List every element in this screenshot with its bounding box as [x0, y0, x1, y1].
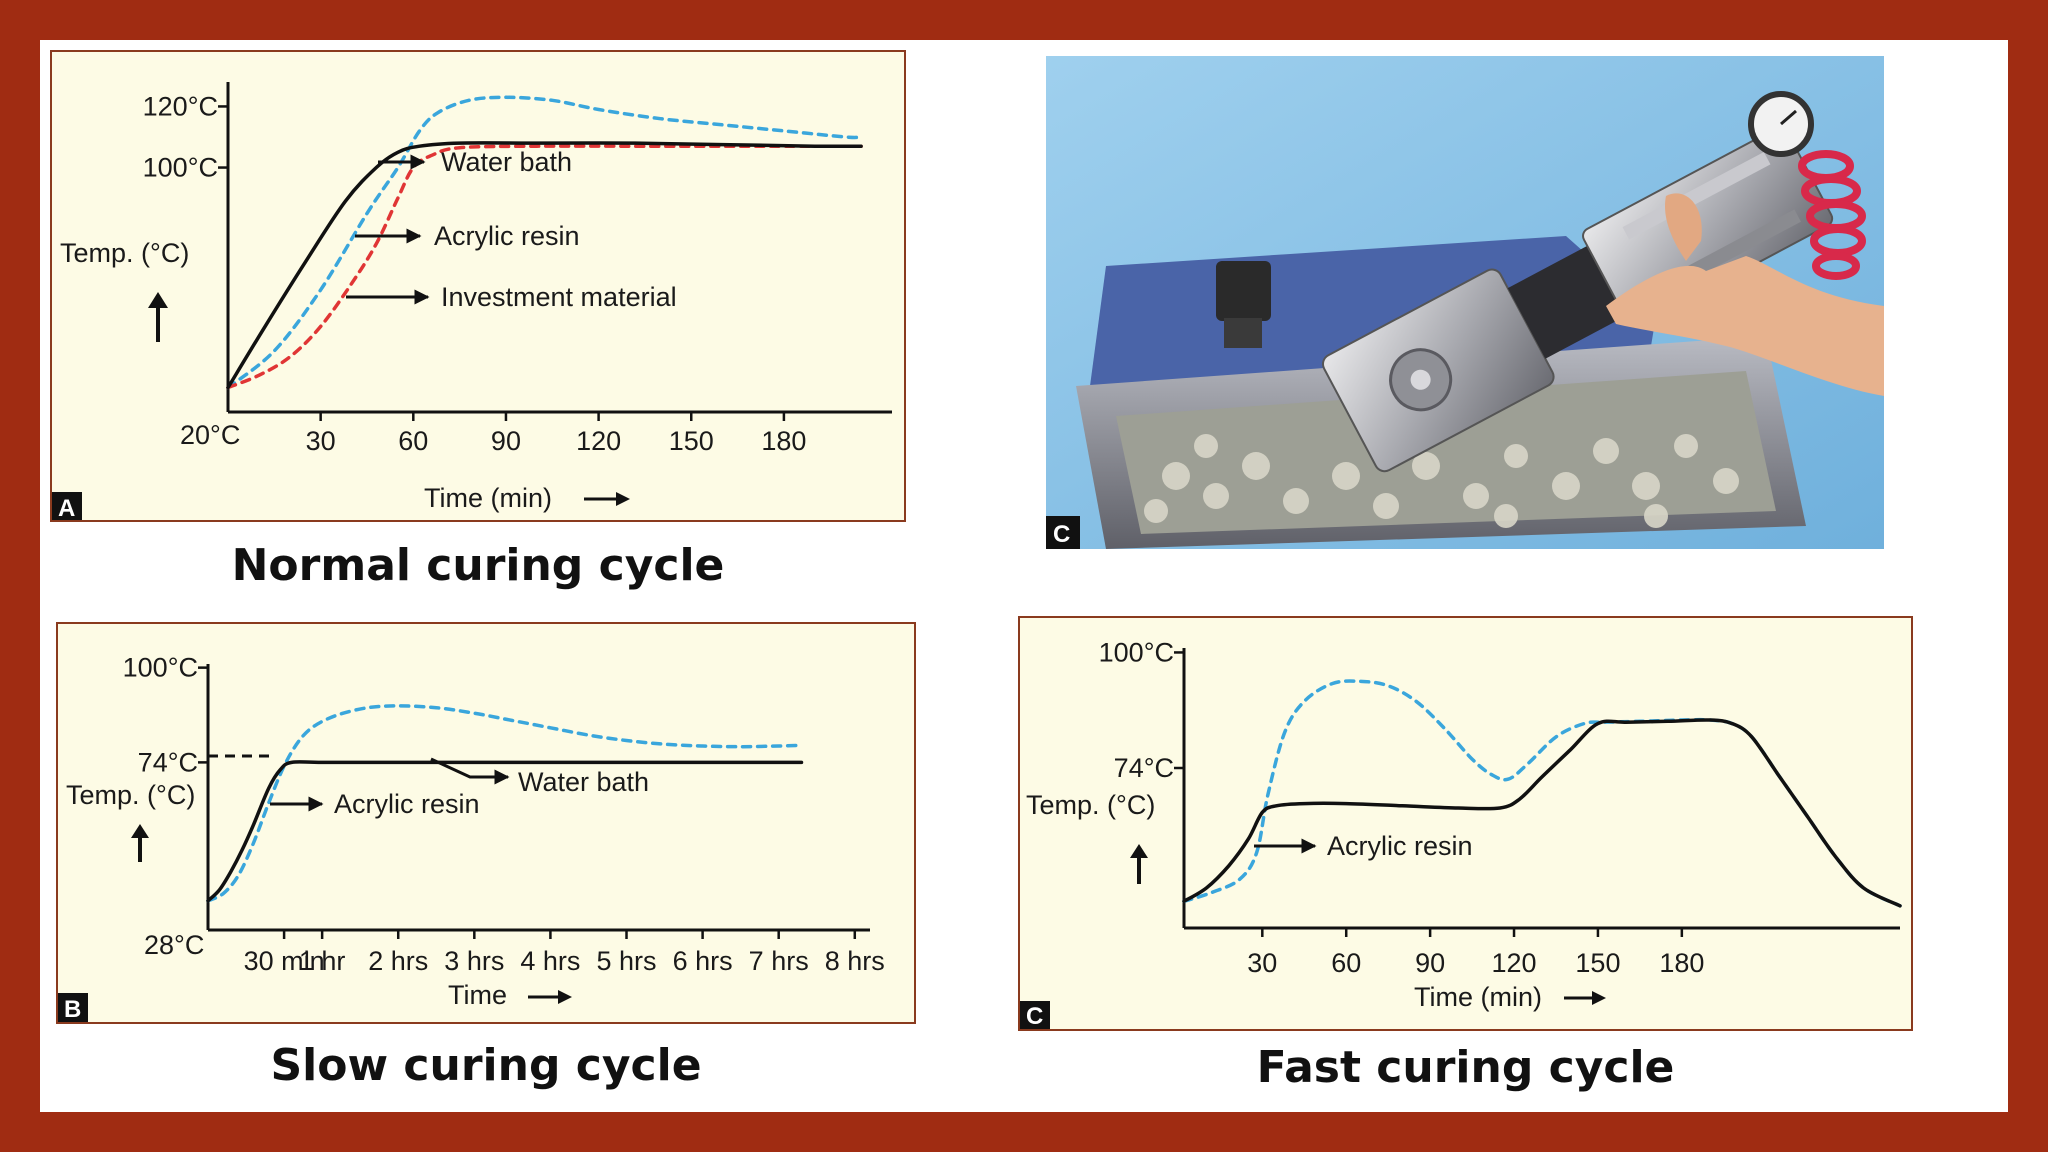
- x-tick-label: 120: [576, 426, 621, 456]
- x-tick-label: 4 hrs: [520, 946, 580, 976]
- annotation-label: Acrylic resin: [434, 221, 580, 251]
- x-tick-label: 90: [491, 426, 521, 456]
- y-axis-label: Temp. (°C): [66, 780, 195, 810]
- annotation-label: Water bath: [518, 767, 649, 797]
- annotation-acrylic-resin: Acrylic resin: [1254, 831, 1473, 861]
- x-tick-label: 8 hrs: [825, 946, 885, 976]
- y-tick-label: 100°C: [1099, 637, 1174, 667]
- up-arrow-icon: [131, 824, 149, 862]
- svg-text:C: C: [1053, 521, 1070, 548]
- series-line-investment-material: [226, 144, 863, 390]
- annotation-label: Investment material: [441, 282, 677, 312]
- panel-badge: C: [1020, 1001, 1050, 1029]
- series-line-water-bath: [206, 760, 804, 903]
- origin-label: 20°C: [180, 420, 240, 450]
- series-line-water-bath: [1182, 718, 1902, 908]
- y-tick-label: 120°C: [143, 91, 218, 121]
- annotation-label: Water bath: [441, 147, 572, 177]
- x-tick-label: 180: [761, 426, 806, 456]
- axes: [206, 664, 870, 932]
- svg-text:B: B: [64, 996, 81, 1022]
- right-arrow-icon: [1564, 991, 1606, 1005]
- y-tick-label: 100°C: [123, 653, 198, 683]
- y-tick-label: 74°C: [1114, 753, 1174, 783]
- x-tick-label: 2 hrs: [368, 946, 428, 976]
- annotation-label: Acrylic resin: [334, 789, 480, 819]
- svg-text:C: C: [1026, 1003, 1043, 1029]
- caption-fast: Fast curing cycle: [1256, 1042, 1675, 1093]
- annotation-label: Acrylic resin: [1327, 831, 1473, 861]
- panel-badge: A: [52, 492, 82, 520]
- x-axis-label: Time: [448, 980, 507, 1010]
- x-tick-label: 180: [1659, 948, 1704, 978]
- series-line-acrylic-resin: [206, 704, 804, 903]
- y-tick-label: 74°C: [138, 747, 198, 777]
- x-tick-label: 150: [1575, 948, 1620, 978]
- series-line-acrylic-resin: [226, 95, 863, 390]
- chart-panel-normal: 30 60 90 120 150 180 120°C 100°C Temp. (°C) 20°…: [50, 50, 906, 522]
- caption-normal: Normal curing cycle: [231, 540, 725, 591]
- chart-panel-slow: 30 min 1 hr 2 hrs 3 hrs 4 hrs 5 hrs 6 hrs 7 hrs…: [56, 622, 916, 1024]
- x-tick-label: 60: [1331, 948, 1361, 978]
- y-axis-label: Temp. (°C): [60, 238, 189, 268]
- x-tick-label: 6 hrs: [673, 946, 733, 976]
- slide: 30 60 90 120 150 180 120°C 100°C Temp. (°C) 20°…: [40, 40, 2008, 1112]
- svg-text:A: A: [58, 495, 75, 520]
- x-tick-label: 30: [1247, 948, 1277, 978]
- y-tick-label: 100°C: [143, 153, 218, 183]
- x-tick-label: 120: [1492, 948, 1537, 978]
- x-tick-label: 3 hrs: [444, 946, 504, 976]
- annotation-investment-material: Investment material: [346, 282, 677, 312]
- chart-fast: 30 60 90 120 150 180 100°C 74°C Temp. (°C) Acry…: [1020, 637, 1902, 1029]
- x-axis-label: Time (min): [1414, 982, 1542, 1012]
- origin-label: 28°C: [144, 930, 204, 960]
- panel-badge: B: [58, 993, 88, 1022]
- x-tick-label: 30 min: [244, 946, 325, 976]
- x-tick-label: 7 hrs: [749, 946, 809, 976]
- photo-curing-unit: C: [1046, 56, 1884, 549]
- annotation-water-bath: Water bath: [430, 757, 649, 797]
- x-tick-label: 150: [669, 426, 714, 456]
- annotation-acrylic-resin: Acrylic resin: [355, 221, 580, 251]
- photo-badge: C: [1046, 516, 1080, 549]
- right-arrow-icon: [584, 492, 630, 506]
- chart-panel-fast: 30 60 90 120 150 180 100°C 74°C Temp. (°C) Acry…: [1018, 616, 1913, 1031]
- axes: [226, 82, 892, 414]
- x-tick-label: 30: [306, 426, 336, 456]
- chart-normal: 30 60 90 120 150 180 120°C 100°C Temp. (°C) 20°…: [52, 82, 892, 520]
- series-line-water-bath: [226, 141, 863, 390]
- y-axis-label: Temp. (°C): [1026, 790, 1155, 820]
- annotation-water-bath: Water bath: [378, 147, 572, 177]
- x-tick-label: 1 hr: [299, 946, 346, 976]
- x-tick-label: 60: [398, 426, 428, 456]
- x-tick-label: 90: [1415, 948, 1445, 978]
- photo-drawing: C: [1046, 56, 1884, 549]
- annotation-acrylic-resin: Acrylic resin: [270, 789, 480, 819]
- x-tick-label: 5 hrs: [596, 946, 656, 976]
- right-arrow-icon: [528, 990, 572, 1004]
- up-arrow-icon: [148, 292, 168, 342]
- x-axis-label: Time (min): [424, 483, 552, 513]
- up-arrow-icon: [1130, 844, 1148, 884]
- caption-slow: Slow curing cycle: [270, 1040, 702, 1091]
- series-line-acrylic-resin: [1182, 679, 1902, 908]
- axes: [1182, 648, 1900, 930]
